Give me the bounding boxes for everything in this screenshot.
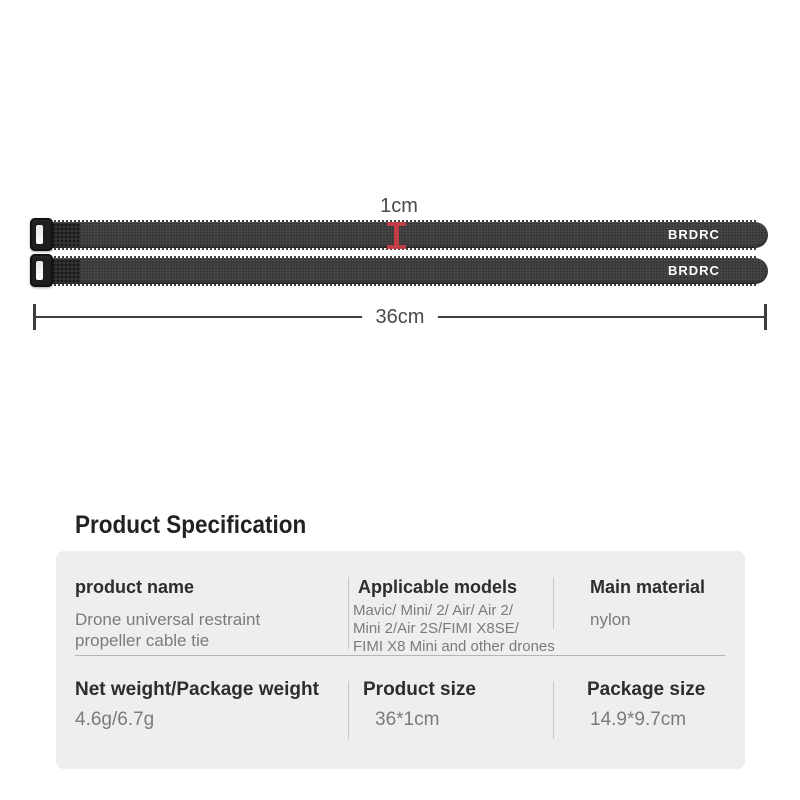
dimension-line-segment bbox=[438, 316, 764, 318]
spec-value-package-size: 14.9*9.7cm bbox=[590, 709, 687, 730]
dimension-endcap-left bbox=[33, 304, 36, 330]
length-dimension-label: 36cm bbox=[375, 306, 425, 328]
dimension-line-segment bbox=[36, 316, 362, 318]
brand-label: BRDRC bbox=[668, 227, 720, 242]
spec-header-product-size: Product size bbox=[363, 679, 476, 700]
spec-heading: Product Specification bbox=[75, 511, 307, 539]
strap-row-1: BRDRC bbox=[0, 218, 800, 258]
spec-header-applicable-models: Applicable models bbox=[358, 577, 518, 597]
strap-hook-texture bbox=[52, 259, 80, 283]
column-divider bbox=[348, 681, 349, 739]
strap-buckle bbox=[30, 254, 53, 287]
strap-buckle bbox=[30, 218, 53, 251]
spec-header-package-size: Package size bbox=[587, 679, 706, 700]
column-divider bbox=[553, 577, 554, 629]
width-dimension-label: 1cm bbox=[380, 195, 418, 217]
spec-panel: product name Applicable models Main mate… bbox=[56, 551, 745, 769]
column-divider bbox=[348, 577, 349, 649]
dimension-endcap-right bbox=[764, 304, 767, 330]
spec-value-product-name: Drone universal restraint propeller cabl… bbox=[75, 610, 261, 650]
spec-value-main-material: nylon bbox=[590, 610, 631, 629]
column-divider bbox=[553, 681, 554, 739]
spec-value-net-weight: 4.6g/6.7g bbox=[75, 709, 155, 730]
spec-value-product-size: 36*1cm bbox=[375, 709, 440, 730]
spec-header-main-material: Main material bbox=[590, 577, 706, 597]
width-marker-icon bbox=[387, 222, 406, 249]
brand-label: BRDRC bbox=[668, 263, 720, 278]
spec-header-product-name: product name bbox=[75, 577, 195, 597]
spec-header-net-weight: Net weight/Package weight bbox=[75, 679, 319, 700]
strap: BRDRC bbox=[46, 256, 768, 286]
length-dimension: 36cm bbox=[33, 304, 767, 330]
buckle-slot bbox=[36, 261, 43, 280]
buckle-slot bbox=[36, 225, 43, 244]
strap-row-2: BRDRC bbox=[0, 254, 800, 294]
row-divider bbox=[75, 655, 725, 656]
strap-hook-texture bbox=[52, 223, 80, 247]
spec-value-applicable-models: Mavic/ Mini/ 2/ Air/ Air 2/ Mini 2/Air 2… bbox=[353, 602, 555, 655]
strap: BRDRC bbox=[46, 220, 768, 250]
